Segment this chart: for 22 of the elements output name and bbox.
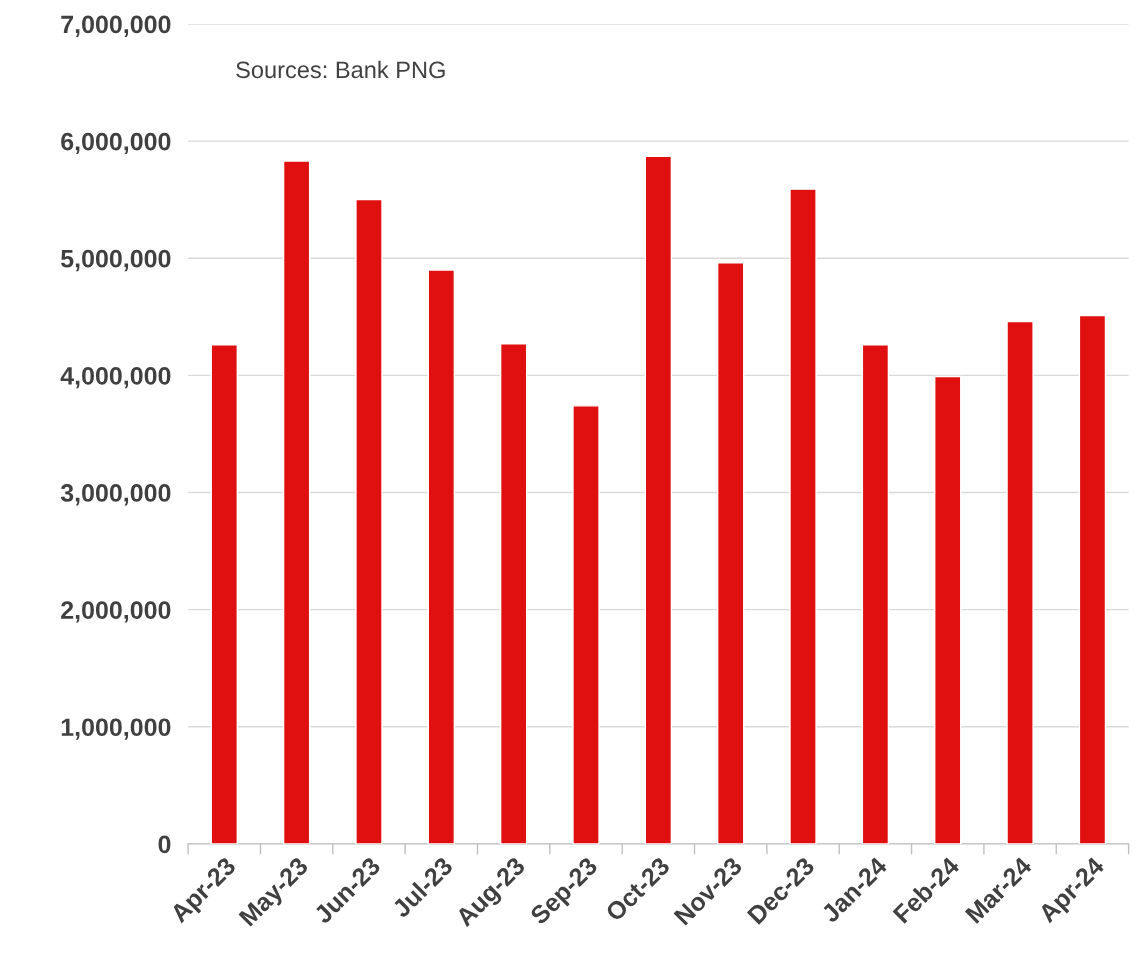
bar	[282, 160, 311, 844]
y-tick-label: 3,000,000	[60, 484, 171, 506]
bar	[1006, 320, 1034, 844]
bar	[427, 269, 456, 844]
y-tick-label: 1,000,000	[61, 718, 171, 740]
bar	[210, 344, 238, 844]
y-tick-label: 5,000,000	[61, 249, 171, 272]
y-tick-label: 6,000,000	[61, 132, 171, 155]
annotation: Sources: Bank PNG	[236, 60, 445, 79]
bar	[572, 405, 600, 844]
y-tick-label: 7,000,000	[61, 15, 171, 37]
bar	[716, 262, 745, 844]
bar	[644, 155, 673, 844]
y-tick-label: 2,000,000	[61, 601, 171, 623]
bar	[1078, 314, 1107, 844]
y-tick-label: 4,000,000	[60, 366, 171, 389]
bar	[789, 188, 817, 844]
bar	[861, 344, 890, 844]
bar	[355, 198, 383, 844]
y-tick-label: 0	[158, 835, 171, 854]
bar	[499, 343, 528, 844]
bar	[934, 375, 962, 844]
